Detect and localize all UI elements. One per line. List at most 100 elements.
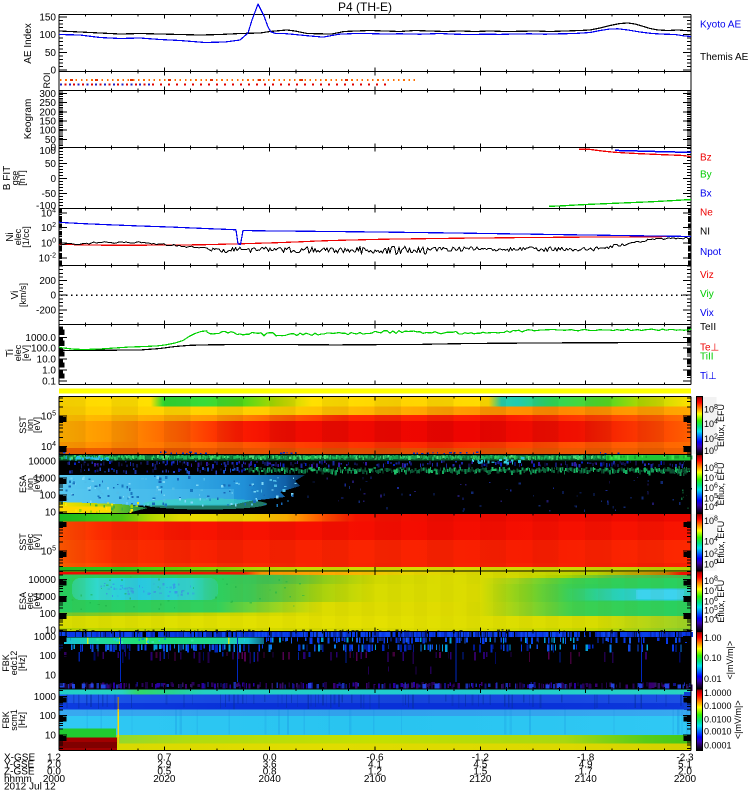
svg-text:108: 108	[704, 575, 718, 586]
svg-text:100.0: 100.0	[31, 344, 56, 355]
svg-text:5.1: 5.1	[678, 760, 692, 771]
svg-text:Ti: Ti	[5, 349, 16, 357]
svg-text:10: 10	[45, 626, 57, 637]
svg-text:Ne: Ne	[700, 207, 713, 218]
svg-text:-1.2: -1.2	[472, 752, 490, 763]
svg-text:1.2: 1.2	[368, 767, 382, 778]
svg-text:0: 0	[50, 174, 56, 185]
svg-text:Viy: Viy	[700, 289, 714, 300]
svg-text:50: 50	[45, 159, 57, 170]
svg-text:100: 100	[39, 30, 56, 41]
svg-text:4.9: 4.9	[579, 760, 593, 771]
svg-text:1.7: 1.7	[579, 767, 593, 778]
svg-text:0.0010: 0.0010	[704, 726, 732, 736]
svg-text:Y-GSE: Y-GSE	[4, 760, 35, 771]
svg-text:2100: 2100	[364, 774, 387, 785]
svg-text:TiII: TiII	[700, 351, 714, 362]
svg-text:X-GSE: X-GSE	[4, 752, 35, 763]
svg-text:-1.8: -1.8	[577, 752, 595, 763]
svg-text:Eflux, EFU: Eflux, EFU	[716, 521, 726, 564]
svg-text:ion: ion	[25, 478, 35, 490]
svg-text:2140: 2140	[575, 774, 598, 785]
svg-text:[eV]: [eV]	[32, 476, 42, 492]
svg-text:100: 100	[39, 609, 56, 620]
svg-text:10000: 10000	[28, 457, 56, 468]
svg-text:1.00: 1.00	[704, 633, 722, 643]
svg-text:-0.6: -0.6	[366, 752, 384, 763]
svg-text:108: 108	[704, 404, 718, 415]
svg-text:10.0: 10.0	[37, 355, 57, 366]
svg-text:2120: 2120	[469, 774, 492, 785]
svg-text:104: 104	[704, 418, 718, 429]
svg-text:0.1000: 0.1000	[704, 701, 732, 711]
svg-text:150: 150	[39, 117, 56, 128]
svg-text:100: 100	[39, 146, 56, 157]
svg-text:Themis AE: Themis AE	[700, 52, 749, 63]
svg-text:[eV]: [eV]	[32, 593, 42, 609]
svg-text:250: 250	[39, 98, 56, 109]
svg-text:[eV]: [eV]	[32, 534, 42, 550]
svg-text:2000: 2000	[43, 774, 66, 785]
svg-text:NI: NI	[700, 226, 710, 237]
svg-text:106: 106	[704, 596, 718, 607]
svg-text:200: 200	[39, 276, 56, 287]
svg-text:[nT]: [nT]	[17, 170, 27, 186]
svg-text:1000: 1000	[34, 632, 57, 643]
svg-text:300: 300	[39, 89, 56, 100]
svg-text:100: 100	[704, 559, 718, 570]
svg-text:1000: 1000	[34, 474, 57, 485]
svg-text:TeII: TeII	[700, 322, 716, 333]
svg-text:1.0: 1.0	[42, 366, 56, 377]
svg-text:ROI: ROI	[42, 72, 52, 88]
svg-text:Eflux, EFU: Eflux, EFU	[716, 404, 726, 447]
svg-text:1.2: 1.2	[47, 752, 61, 763]
svg-text:FBK: FBK	[1, 711, 11, 729]
svg-text:FBK: FBK	[1, 654, 11, 672]
svg-text:100: 100	[39, 651, 56, 662]
svg-text:10: 10	[45, 671, 57, 682]
svg-text:2.0: 2.0	[47, 760, 61, 771]
svg-text:<|mV/m|>: <|mV/m|>	[725, 641, 735, 680]
svg-text:Keogram: Keogram	[23, 99, 34, 140]
svg-text:10: 10	[45, 508, 57, 519]
svg-text:Bx: Bx	[700, 188, 712, 199]
svg-text:elec: elec	[25, 592, 35, 609]
svg-text:0: 0	[50, 66, 56, 77]
svg-text:100: 100	[39, 126, 56, 137]
svg-text:105: 105	[704, 605, 718, 616]
svg-text:100: 100	[704, 446, 718, 457]
svg-text:0: 0	[50, 142, 56, 153]
svg-text:Npot: Npot	[700, 247, 721, 258]
svg-text:Vi: Vi	[10, 291, 21, 300]
svg-text:[Hz]: [Hz]	[17, 712, 27, 728]
svg-text:-2.3: -2.3	[676, 752, 694, 763]
svg-text:[1/cc]: [1/cc]	[21, 226, 31, 248]
svg-text:P4 (TH-E): P4 (TH-E)	[338, 0, 392, 14]
svg-text:0.7: 0.7	[157, 752, 171, 763]
svg-text:0.0100: 0.0100	[704, 714, 732, 724]
svg-text:0.1: 0.1	[42, 376, 56, 387]
svg-text:[Hz]: [Hz]	[17, 655, 27, 671]
svg-text:2040: 2040	[259, 774, 282, 785]
svg-text:[eV]: [eV]	[21, 345, 31, 361]
svg-text:-100: -100	[36, 201, 56, 212]
svg-text:102: 102	[704, 549, 718, 560]
svg-text:50: 50	[45, 48, 57, 59]
svg-text:108: 108	[704, 463, 718, 474]
svg-text:elec: elec	[25, 533, 35, 550]
svg-text:[km/s]: [km/s]	[18, 283, 28, 307]
svg-text:10: 10	[45, 731, 57, 742]
svg-text:50: 50	[45, 135, 57, 146]
svg-text:Te⊥: Te⊥	[700, 343, 719, 354]
svg-text:By: By	[700, 169, 712, 180]
svg-text:2200: 2200	[674, 774, 697, 785]
svg-text:200: 200	[39, 107, 56, 118]
svg-text:1000: 1000	[34, 692, 57, 703]
svg-text:0.8: 0.8	[263, 767, 277, 778]
svg-text:1000.0: 1000.0	[25, 333, 56, 344]
svg-text:104: 104	[704, 614, 718, 625]
svg-text:-200: -200	[36, 306, 56, 317]
svg-text:1000: 1000	[34, 592, 57, 603]
svg-text:2.9: 2.9	[157, 760, 171, 771]
svg-text:ion: ion	[25, 419, 35, 431]
